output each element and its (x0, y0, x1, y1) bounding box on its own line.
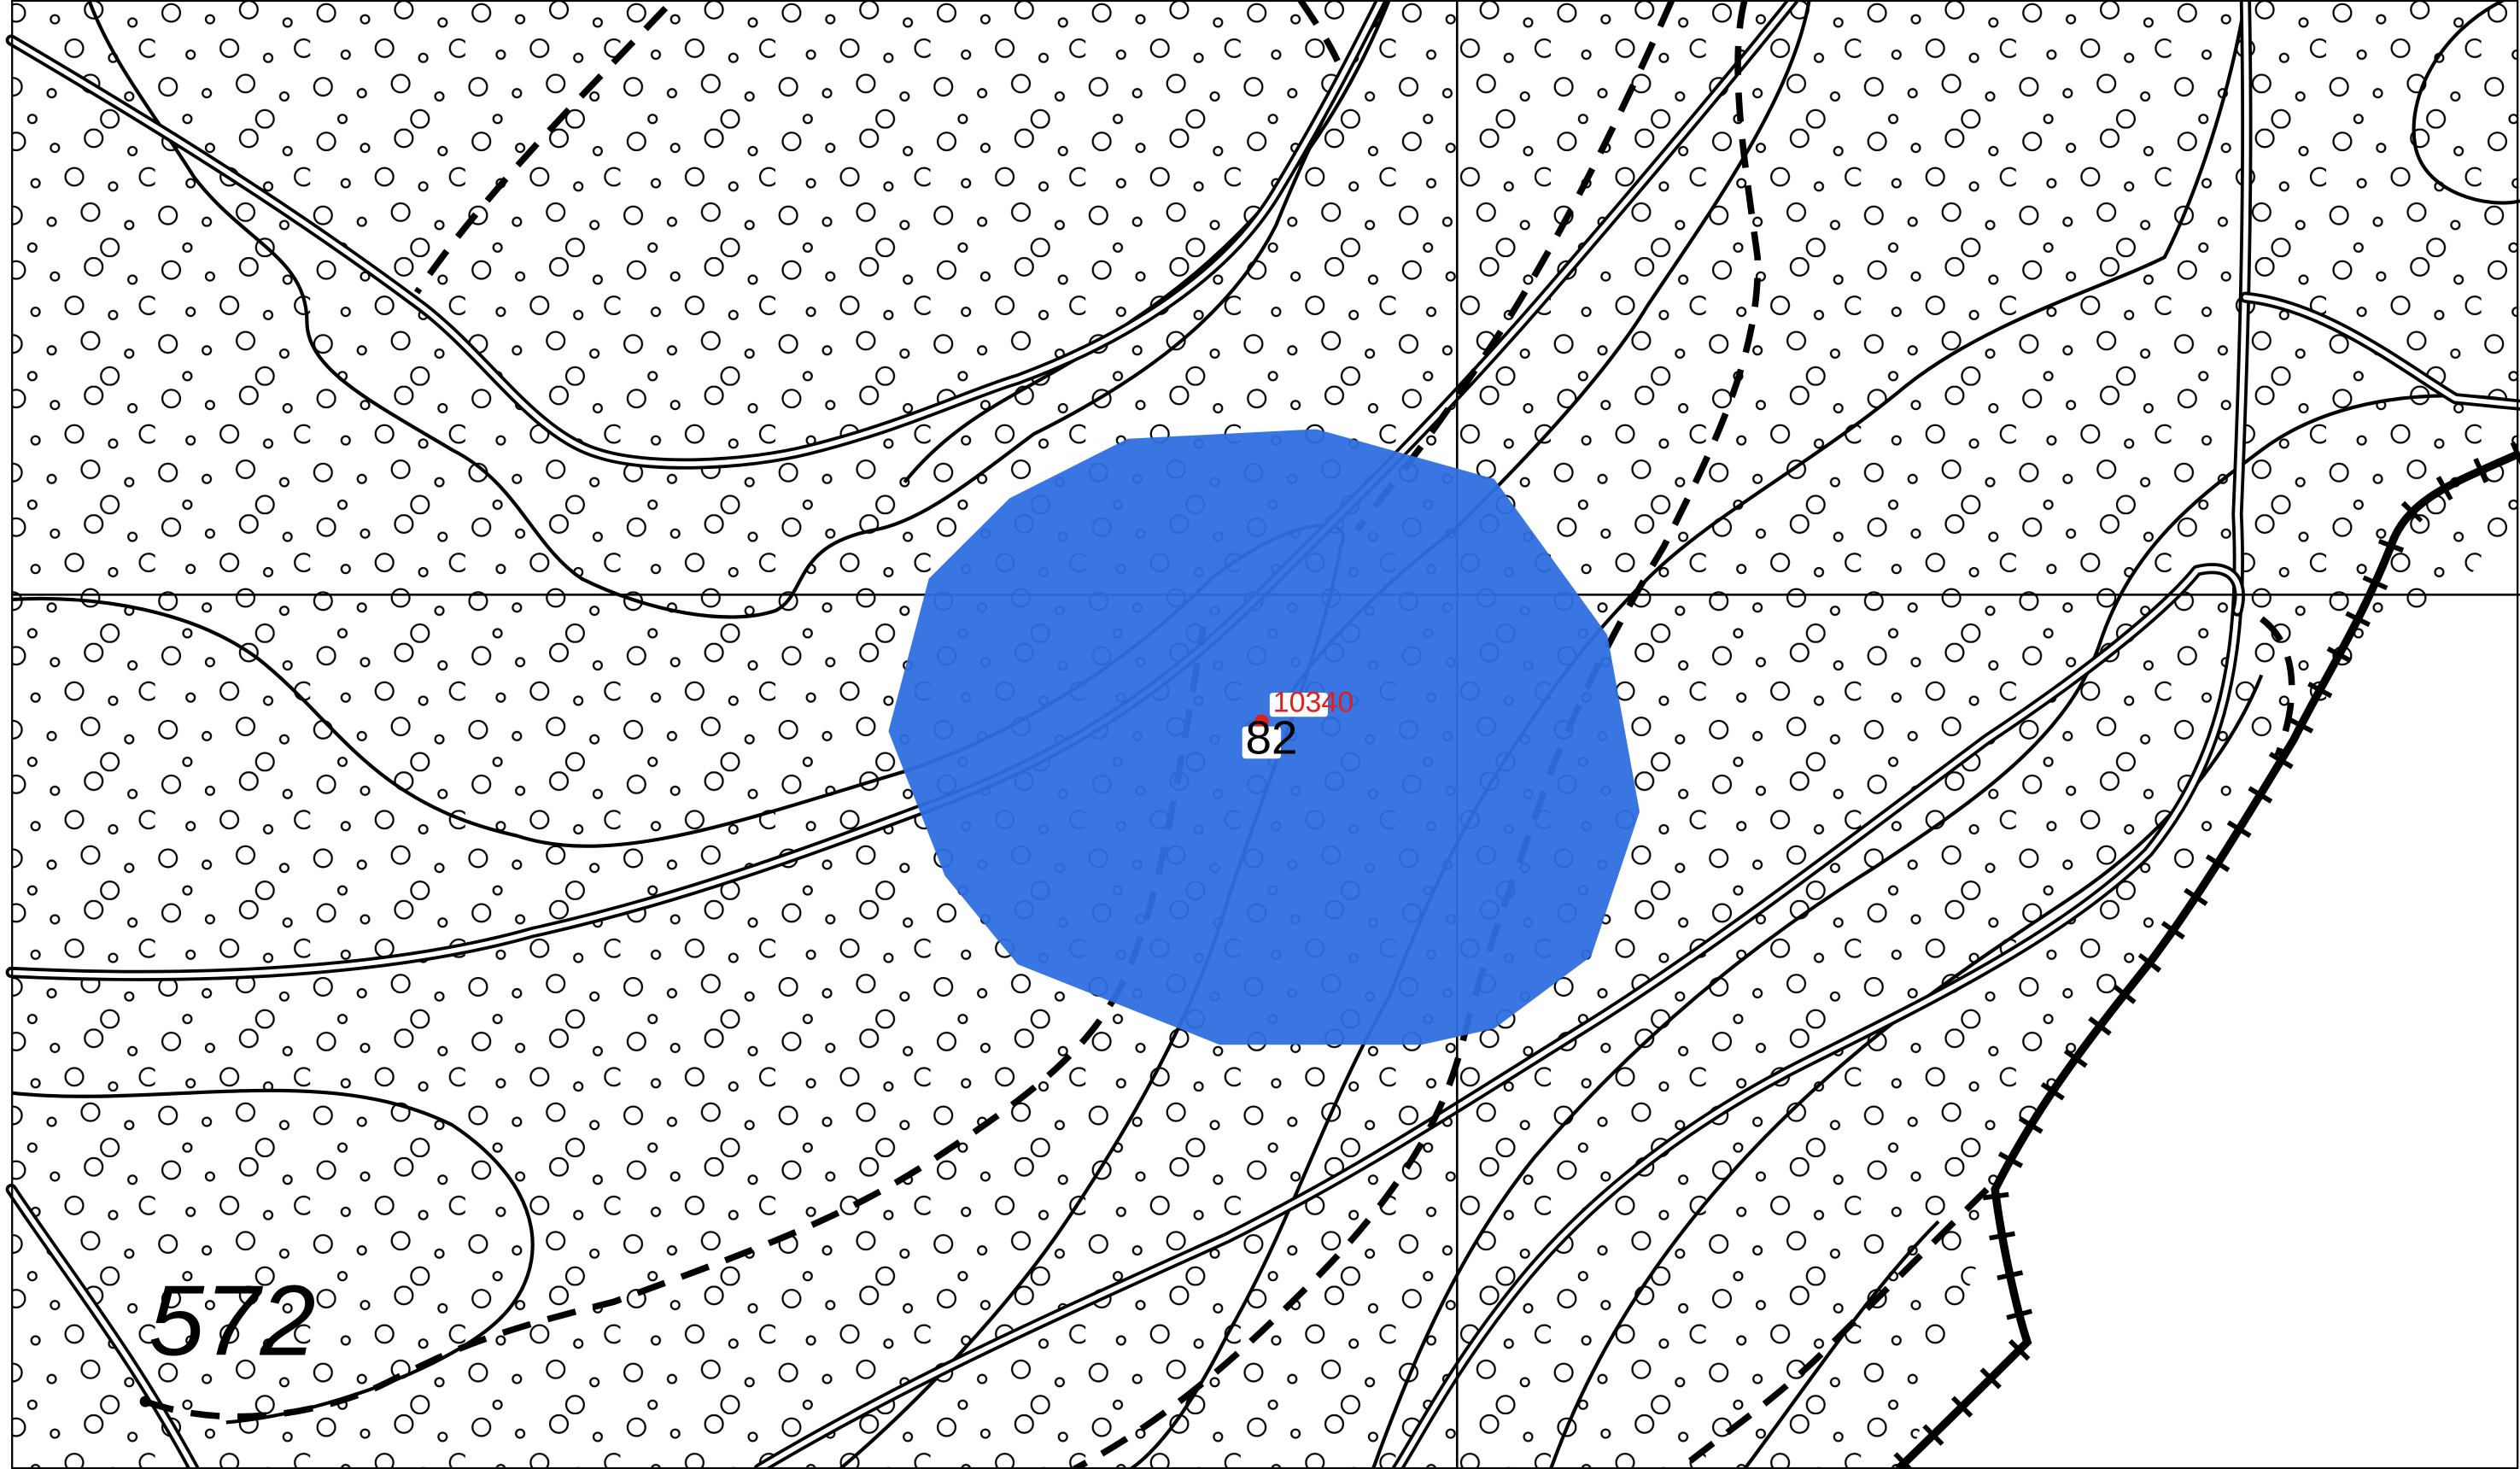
elevation-label: 572 (149, 1265, 316, 1377)
station-label-bg (1269, 693, 1328, 717)
map-border (11, 0, 2519, 1469)
elevation-point-marker (139, 1396, 151, 1408)
blank-area (1906, 530, 2520, 1469)
point-label-bg (1242, 726, 1282, 759)
point-number-label: 82 (1245, 711, 1297, 764)
railway (1889, 441, 2520, 1469)
survey-point-marker[interactable] (1254, 714, 1269, 729)
roads (5, 0, 2520, 1469)
station-number-label: 10340 (1273, 687, 1354, 719)
